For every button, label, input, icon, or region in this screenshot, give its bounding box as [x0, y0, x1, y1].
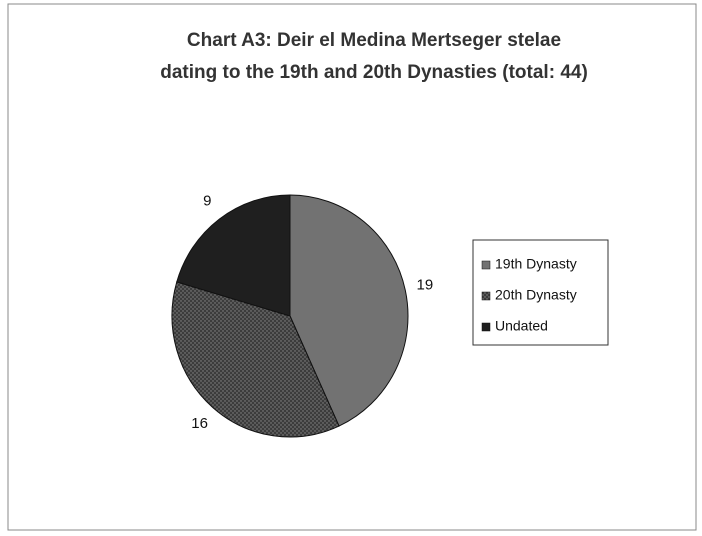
data-label: 16: [191, 415, 208, 432]
legend-label: 20th Dynasty: [495, 287, 577, 303]
pie-slice: [289, 194, 409, 427]
legend-box: [472, 239, 609, 346]
data-label: 19: [417, 277, 434, 294]
data-label: 9: [203, 192, 211, 209]
legend-swatch: [481, 291, 491, 301]
legend-label: 19th Dynasty: [495, 256, 577, 272]
chart-title: dating to the 19th and 20th Dynasties (t…: [160, 62, 588, 83]
pie-slice: [171, 281, 340, 438]
chart-title: Chart A3: Deir el Medina Mertseger stela…: [187, 30, 561, 51]
legend-label: Undated: [495, 318, 548, 334]
pie-slice: [176, 194, 291, 317]
legend-swatch: [481, 260, 491, 270]
legend-swatch: [481, 322, 491, 332]
